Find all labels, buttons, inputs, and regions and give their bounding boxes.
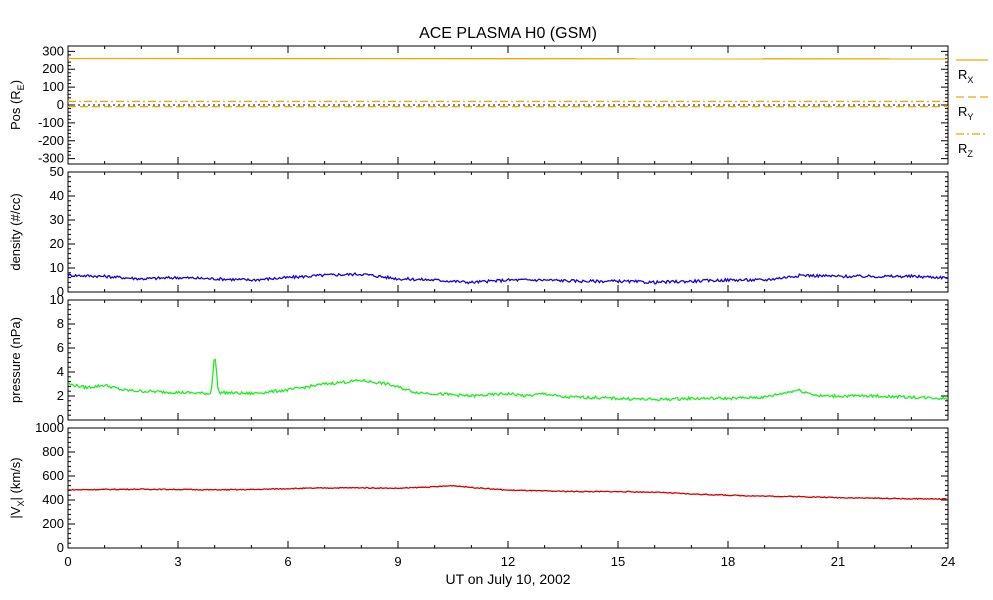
density-ytick-label: 0 xyxy=(57,284,64,299)
vx-ytick-label: 0 xyxy=(57,540,64,555)
pos-ytick-label: -200 xyxy=(38,133,64,148)
pressure-ytick-label: 2 xyxy=(57,388,64,403)
x-tick-label: 9 xyxy=(394,554,401,569)
pressure-ytick-label: 6 xyxy=(57,340,64,355)
pos-ylabel: Pos (RE) xyxy=(8,80,26,130)
legend-label-rx: RX xyxy=(958,67,973,85)
x-tick-label: 21 xyxy=(831,554,845,569)
x-axis-label: UT on July 10, 2002 xyxy=(445,571,570,587)
position-legend: RX RY RZ xyxy=(956,59,988,159)
panel-pos: -300 -200 -100 0 100 200 300 Pos (RE) xyxy=(8,43,949,166)
pos-ytick-label: -300 xyxy=(38,151,64,166)
density-ytick-label: 50 xyxy=(50,164,64,179)
x-tick-label: 24 xyxy=(941,554,955,569)
vx-plot-frame xyxy=(67,427,949,549)
pos-ytick-label: 300 xyxy=(42,43,64,58)
pos-ytick-label: 100 xyxy=(42,79,64,94)
pos-ytick-label: -100 xyxy=(38,115,64,130)
pos-ylabel-tail: ) xyxy=(8,80,23,84)
legend-label-ry: RY xyxy=(958,104,973,122)
pos-ytick-label: 200 xyxy=(42,61,64,76)
legend-label-sub: Y xyxy=(967,112,973,122)
vx-ytick-label: 600 xyxy=(42,468,64,483)
x-tick-label: 18 xyxy=(721,554,735,569)
vx-ylabel-tail: | (km/s) xyxy=(8,457,23,500)
vx-ytick-label: 400 xyxy=(42,492,64,507)
density-ytick-label: 10 xyxy=(50,260,64,275)
legend-label-sub: X xyxy=(967,75,973,85)
pos-ylabel-sub: E xyxy=(16,84,26,90)
density-ylabel: density (#/cc) xyxy=(8,193,23,270)
pressure-series-line xyxy=(67,358,949,402)
chart-title: ACE PLASMA H0 (GSM) xyxy=(419,25,597,42)
density-ytick-label: 20 xyxy=(50,236,64,251)
panel-density: 0 10 20 30 40 50 density (#/cc) xyxy=(8,164,949,299)
vx-ylabel: |VX| (km/s) xyxy=(8,457,26,518)
x-tick-label: 0 xyxy=(64,554,71,569)
panel-pressure: 0 2 4 6 8 10 pressure (nPa) xyxy=(8,292,949,427)
legend-label-sub: Z xyxy=(967,149,973,159)
pressure-ytick-label: 8 xyxy=(57,316,64,331)
vx-ytick-label: 1000 xyxy=(35,420,64,435)
x-tick-label: 12 xyxy=(501,554,515,569)
legend-label-rz: RZ xyxy=(958,141,973,159)
pressure-ytick-label: 4 xyxy=(57,364,64,379)
density-ytick-label: 40 xyxy=(50,188,64,203)
density-series-line xyxy=(67,272,949,285)
pos-ytick-label: 0 xyxy=(57,97,64,112)
vx-ytick-label: 200 xyxy=(42,516,64,531)
density-ytick-label: 30 xyxy=(50,212,64,227)
vx-ytick-label: 800 xyxy=(42,444,64,459)
panel-vx: 0 200 400 600 800 1000 |VX| (km/s) 0 3 6 9 12 15 18 21… xyxy=(8,420,955,569)
pressure-ytick-label: 10 xyxy=(50,292,64,307)
x-tick-label: 15 xyxy=(611,554,625,569)
pressure-ylabel: pressure (nPa) xyxy=(8,317,23,403)
x-tick-label: 3 xyxy=(174,554,181,569)
density-plot-frame xyxy=(67,171,949,293)
x-tick-label: 6 xyxy=(284,554,291,569)
pressure-ytick-label: 0 xyxy=(57,412,64,427)
pressure-plot-frame xyxy=(67,299,949,421)
vx-series-line xyxy=(67,484,949,501)
vx-ylabel-sub: X xyxy=(16,501,26,507)
